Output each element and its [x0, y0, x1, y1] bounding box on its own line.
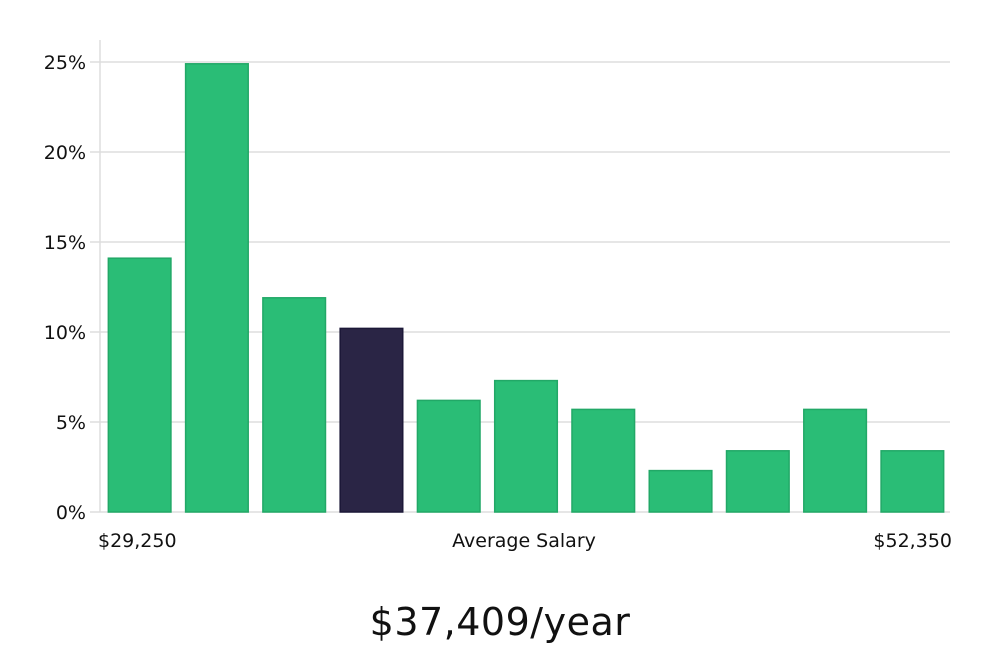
bar-highlighted	[339, 327, 404, 513]
x-axis-title: Average Salary	[452, 530, 596, 552]
bar	[803, 408, 868, 513]
y-tick-label: 15%	[44, 232, 86, 254]
bar	[262, 297, 327, 513]
bar	[571, 408, 636, 513]
y-tick-label: 25%	[44, 52, 86, 74]
y-tick-label: 10%	[44, 322, 86, 344]
bar	[493, 379, 559, 513]
x-max-label: $52,350	[873, 530, 952, 552]
bar	[880, 450, 945, 513]
bars	[107, 63, 945, 513]
bar	[416, 399, 481, 513]
y-tick-label: 20%	[44, 142, 86, 164]
y-tick-label: 0%	[56, 502, 86, 524]
bar	[648, 469, 713, 513]
bar	[725, 450, 790, 513]
bar	[107, 257, 172, 513]
x-min-label: $29,250	[98, 530, 177, 552]
average-salary-headline: $37,409/year	[369, 600, 631, 644]
y-tick-label: 5%	[56, 412, 86, 434]
bar	[184, 63, 249, 513]
y-tick-labels: 0% 5% 10% 15% 20% 25%	[44, 52, 86, 524]
